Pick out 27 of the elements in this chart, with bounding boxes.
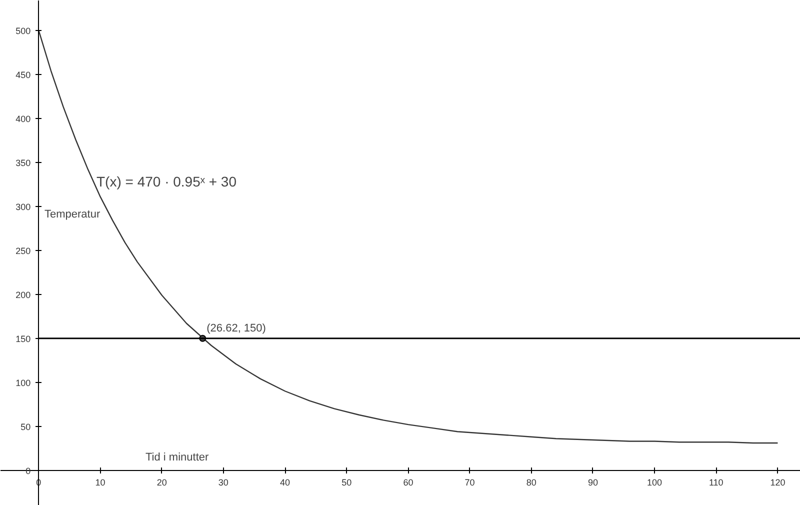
y-tick-label: 50 — [20, 422, 31, 432]
x-tick-label: 20 — [156, 477, 167, 488]
x-tick-label: 10 — [95, 477, 106, 488]
annotation: T(x) = 470 · 0.95ˣ + 30 — [96, 174, 237, 190]
x-tick-label: 30 — [218, 477, 228, 488]
x-tick-label: 50 — [342, 477, 352, 488]
x-tick-label: 60 — [403, 477, 414, 488]
y-tick-label: 400 — [16, 114, 31, 124]
y-tick-label: 450 — [16, 70, 31, 80]
y-axis-title: Temperatur — [44, 208, 100, 220]
x-tick-label: 120 — [770, 477, 786, 488]
x-axis-title: Tid i minutter — [146, 452, 209, 464]
y-tick-label: 350 — [16, 158, 31, 168]
annotation: (26.62, 150) — [206, 322, 266, 334]
x-tick-label: 110 — [708, 477, 724, 488]
x-tick-label: 40 — [280, 477, 290, 488]
x-tick-label: 70 — [464, 477, 475, 488]
x-tick-label: 90 — [588, 477, 598, 488]
y-tick-label: 100 — [16, 378, 31, 388]
y-tick-label: 300 — [16, 202, 31, 212]
y-tick-label: 250 — [16, 246, 31, 256]
x-tick-label: 100 — [647, 477, 662, 488]
y-tick-label: 200 — [16, 290, 31, 300]
y-tick-label: 500 — [16, 26, 31, 36]
line-series — [38, 30, 778, 444]
y-tick-label: 150 — [16, 334, 31, 344]
x-tick-label: 80 — [526, 477, 536, 488]
